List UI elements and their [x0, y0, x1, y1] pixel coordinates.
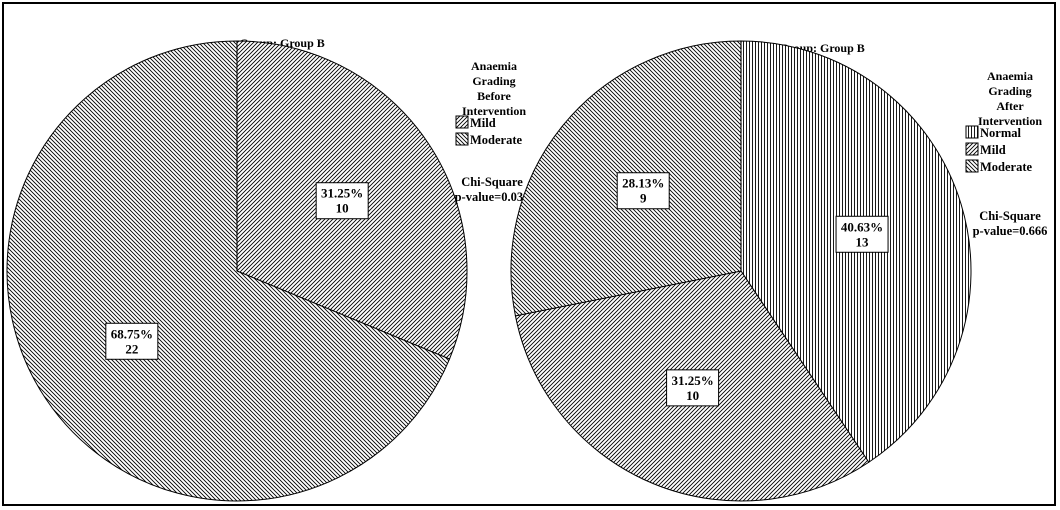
legend-title-line: Anaemia [471, 59, 517, 73]
legend-swatch-mild [455, 115, 469, 129]
slice-label-box [835, 215, 889, 253]
legend-label-moderate: Moderate [470, 133, 523, 147]
pie-slice-moderate [6, 40, 451, 502]
legend-items: Mild Moderate [455, 115, 523, 147]
slice-percentage: 31.25% [671, 373, 713, 388]
statistic-name: Chi-Square [461, 175, 523, 189]
slice-percentage: 28.13% [622, 176, 664, 191]
legend-swatch-moderate [455, 132, 469, 146]
slice-labels: 40.63%13 31.25%10 28.13%9 [616, 172, 889, 407]
legend-label-mild: Mild [980, 143, 1006, 157]
legend-title-line: Grading [472, 74, 515, 88]
legend-swatch-moderate [965, 159, 979, 173]
slice-count: 13 [856, 234, 870, 249]
legend-title-line: Grading [988, 84, 1031, 98]
legend-label-mild: Mild [470, 116, 496, 130]
slice-labels: 31.25%10 68.75%22 [105, 182, 369, 360]
slice-label-box [105, 322, 159, 360]
slice-label-box [616, 172, 670, 210]
legend: Anaemia Grading Before Intervention Mild… [455, 59, 531, 204]
slice-percentage: 31.25% [321, 186, 363, 201]
legend-title-line: Intervention [462, 104, 526, 118]
p-value: p-value=0.666 [973, 224, 1048, 238]
legend-swatch-mild [965, 142, 979, 156]
legend-swatch-normal [965, 125, 979, 139]
legend-title-line: Intervention [978, 114, 1042, 128]
slice-count: 10 [336, 201, 349, 216]
pie-slices [510, 40, 972, 502]
p-value: p-value=0.034 [455, 190, 531, 204]
slice-count: 22 [125, 341, 138, 356]
statistic-name: Chi-Square [979, 209, 1041, 223]
legend-label-moderate: Moderate [980, 160, 1033, 174]
legend-title-line: After [996, 99, 1024, 113]
legend-label-normal: Normal [980, 126, 1021, 140]
legend-items: Normal Mild Moderate [965, 125, 1033, 174]
slice-percentage: 68.75% [111, 326, 153, 341]
slice-percentage: 40.63% [841, 219, 883, 234]
pie-slices [6, 40, 468, 502]
slice-count: 9 [640, 191, 647, 206]
legend: Anaemia Grading After Intervention Norma… [965, 69, 1048, 238]
slice-label-box [666, 369, 720, 407]
slice-count: 10 [686, 388, 699, 403]
legend-title-line: Anaemia [987, 69, 1033, 83]
slice-label-box [315, 182, 369, 220]
legend-title-line: Before [477, 89, 511, 103]
